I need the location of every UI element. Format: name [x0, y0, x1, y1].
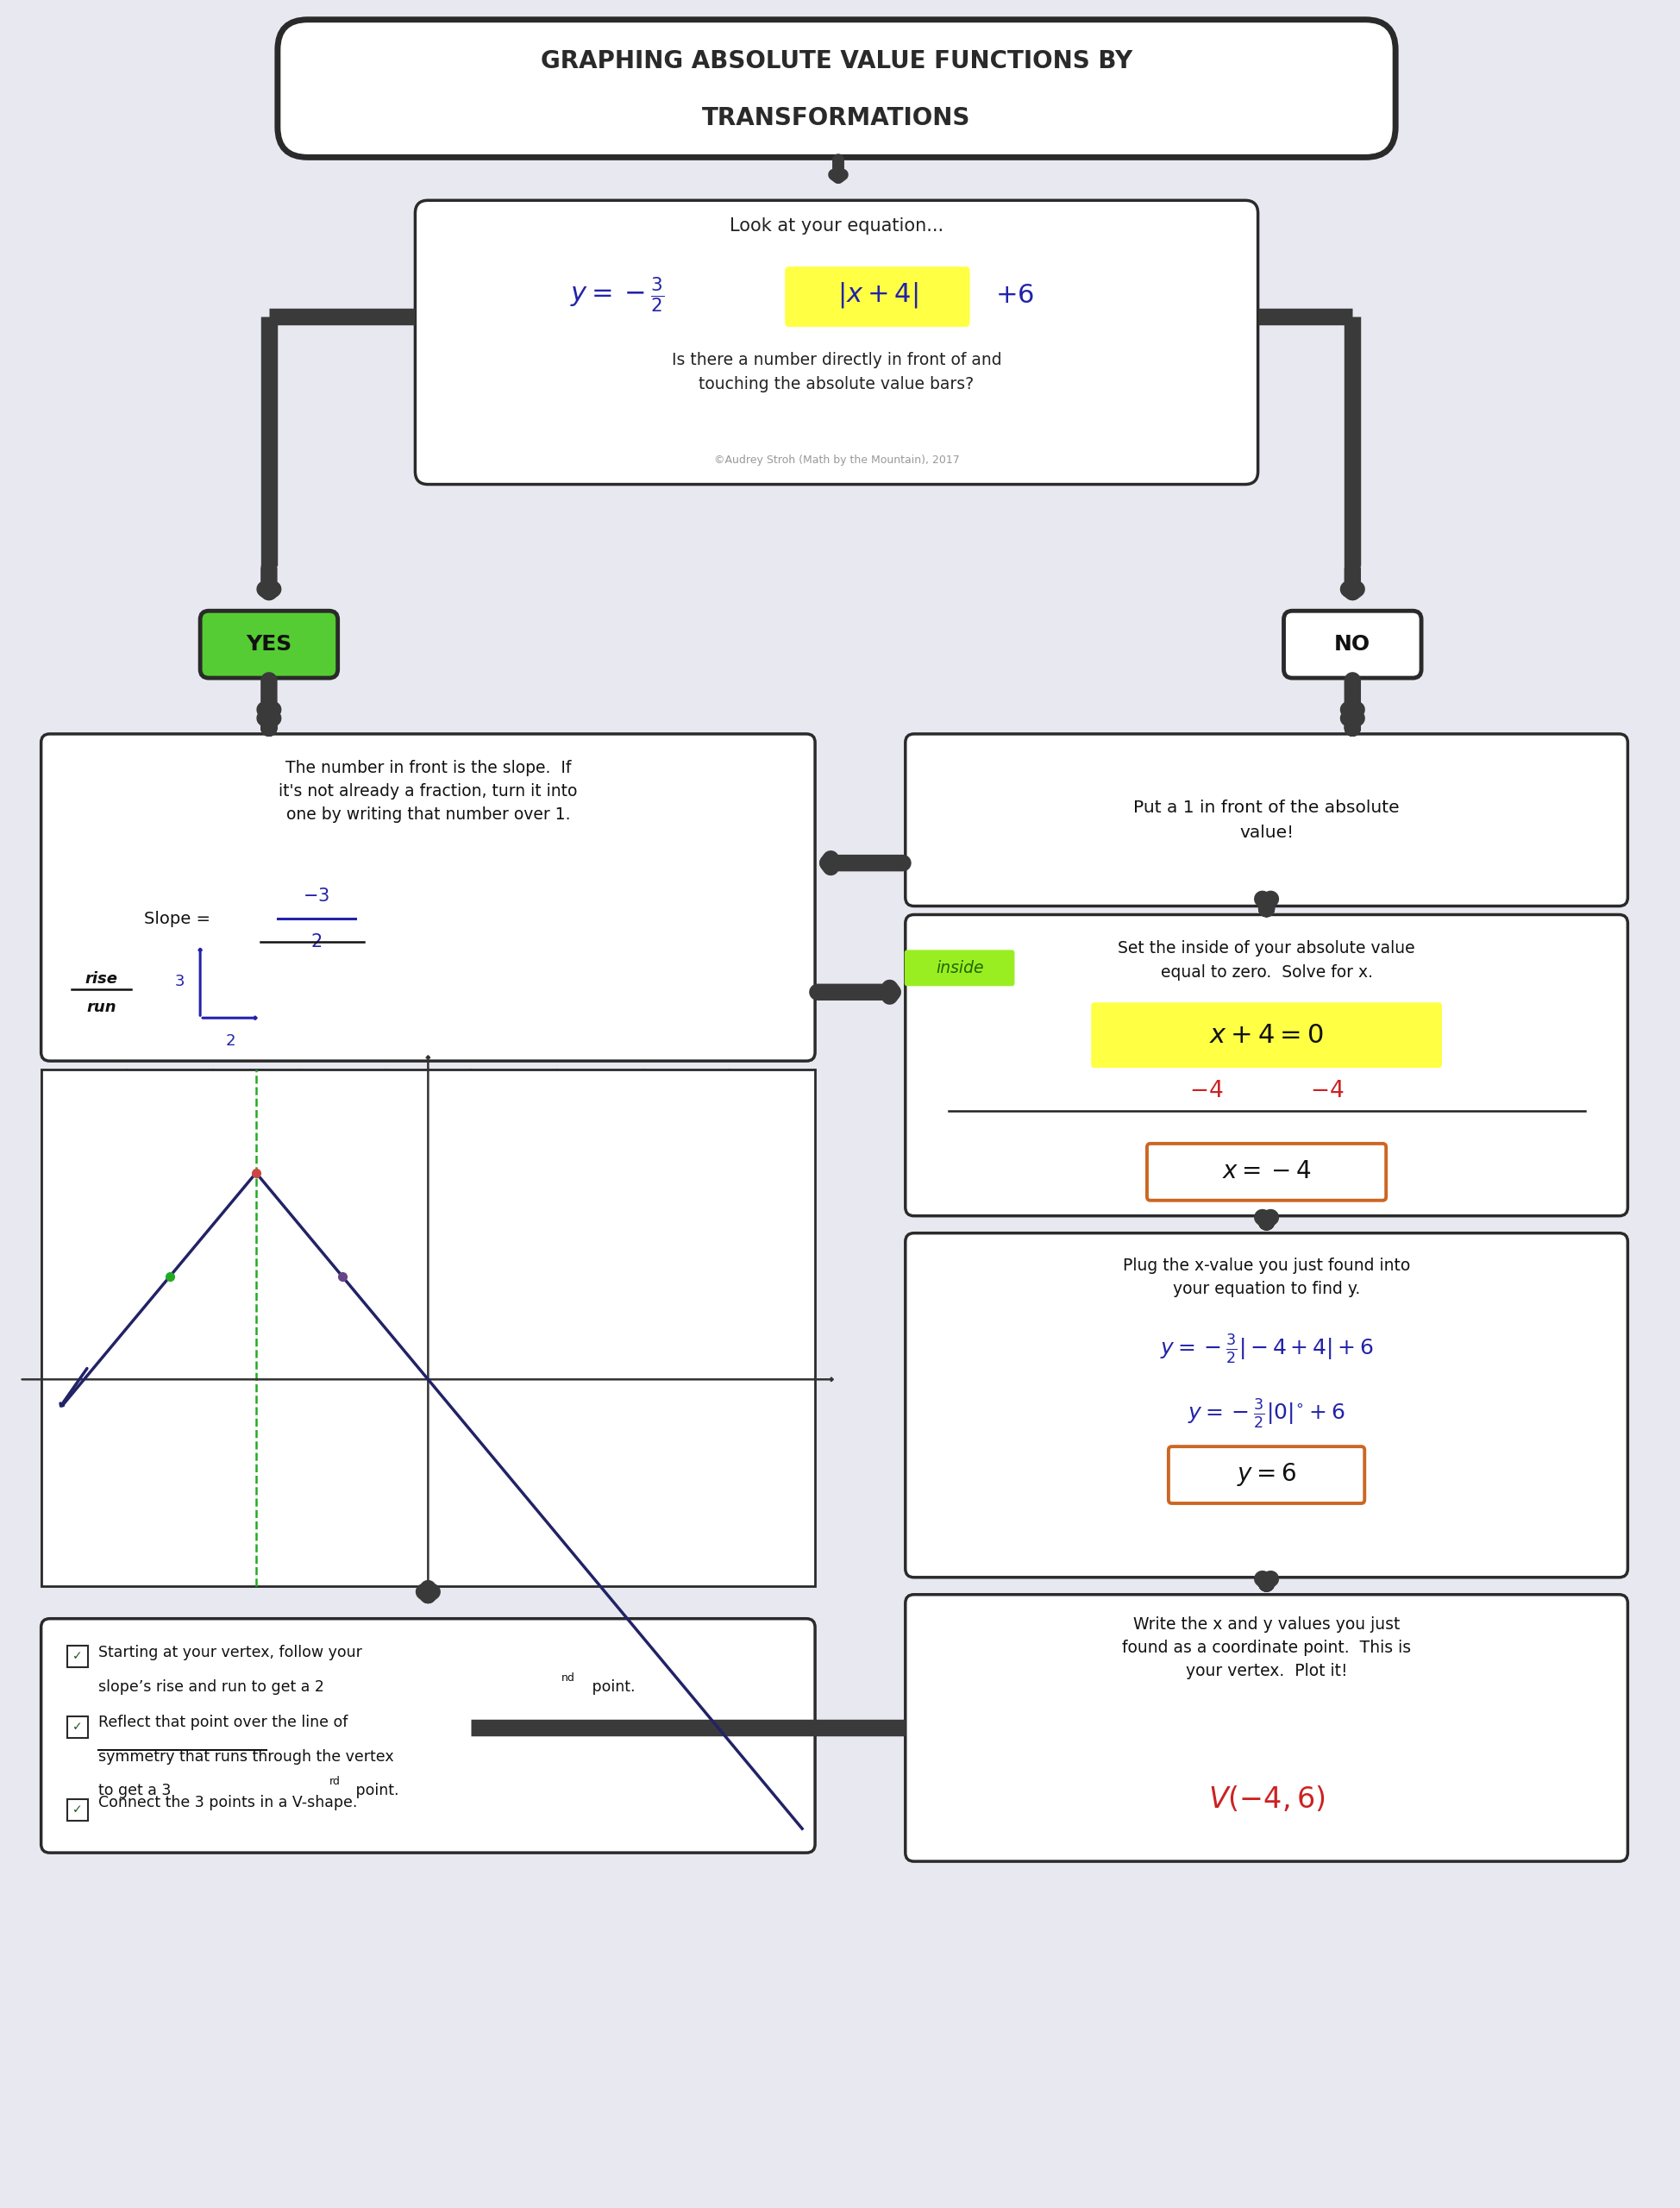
- Text: The number in front is the slope.  If
it's not already a fraction, turn it into
: The number in front is the slope. If it'…: [279, 760, 578, 824]
- Text: nd: nd: [561, 1671, 575, 1682]
- Text: $x = -4$: $x = -4$: [1221, 1159, 1310, 1183]
- FancyBboxPatch shape: [906, 733, 1628, 905]
- Text: ✓: ✓: [72, 1652, 82, 1663]
- FancyBboxPatch shape: [906, 914, 1628, 1217]
- Text: $y = -\frac{3}{2}|0|^{\circ}+6$: $y = -\frac{3}{2}|0|^{\circ}+6$: [1188, 1398, 1346, 1431]
- Text: 2: 2: [225, 1033, 235, 1049]
- FancyBboxPatch shape: [1169, 1446, 1364, 1504]
- FancyBboxPatch shape: [40, 1618, 815, 1853]
- Text: Put a 1 in front of the absolute
value!: Put a 1 in front of the absolute value!: [1134, 799, 1399, 841]
- Bar: [40, 1069, 815, 1585]
- Text: 3: 3: [175, 974, 185, 989]
- FancyBboxPatch shape: [906, 1594, 1628, 1861]
- Text: NO: NO: [1334, 634, 1371, 656]
- Text: $x + 4 = 0$: $x + 4 = 0$: [1210, 1022, 1324, 1047]
- Text: Connect the 3 points in a V-shape.: Connect the 3 points in a V-shape.: [99, 1795, 358, 1811]
- Text: point.: point.: [588, 1678, 635, 1694]
- Text: $V(-4, 6)$: $V(-4, 6)$: [1208, 1784, 1326, 1815]
- FancyBboxPatch shape: [906, 1232, 1628, 1577]
- Text: Plug the x-value you just found into
your equation to find y.: Plug the x-value you just found into you…: [1122, 1256, 1410, 1296]
- Text: Look at your equation...: Look at your equation...: [729, 219, 944, 234]
- FancyBboxPatch shape: [200, 612, 338, 678]
- Text: Starting at your vertex, follow your: Starting at your vertex, follow your: [99, 1645, 363, 1660]
- FancyBboxPatch shape: [1147, 1144, 1386, 1201]
- Text: ✓: ✓: [72, 1804, 82, 1815]
- FancyBboxPatch shape: [40, 733, 815, 1062]
- FancyBboxPatch shape: [1284, 612, 1421, 678]
- Text: inside: inside: [936, 960, 983, 976]
- Text: to get a 3: to get a 3: [99, 1784, 171, 1800]
- Text: $|x+4|$: $|x+4|$: [838, 280, 919, 309]
- Text: $-4$: $-4$: [1189, 1080, 1223, 1102]
- Text: rd: rd: [329, 1775, 341, 1786]
- FancyBboxPatch shape: [904, 949, 1015, 987]
- Bar: [67, 1800, 89, 1819]
- FancyBboxPatch shape: [415, 201, 1258, 484]
- Text: Slope =: Slope =: [144, 910, 217, 927]
- FancyBboxPatch shape: [785, 267, 969, 327]
- Bar: [67, 1645, 89, 1667]
- Text: $y = 6$: $y = 6$: [1236, 1462, 1297, 1488]
- Text: rise: rise: [86, 972, 118, 987]
- Text: symmetry that runs through the vertex: symmetry that runs through the vertex: [99, 1749, 395, 1764]
- Text: YES: YES: [245, 634, 292, 656]
- Text: ©Audrey Stroh (Math by the Mountain), 2017: ©Audrey Stroh (Math by the Mountain), 20…: [714, 455, 959, 466]
- Text: Reflect that point over the line of: Reflect that point over the line of: [99, 1716, 348, 1731]
- Text: $y = -\frac{3}{2}$: $y = -\frac{3}{2}$: [570, 276, 664, 316]
- Text: $y = -\frac{3}{2}|-4+4| + 6$: $y = -\frac{3}{2}|-4+4| + 6$: [1159, 1334, 1374, 1365]
- Text: slope’s rise and run to get a 2: slope’s rise and run to get a 2: [99, 1678, 324, 1694]
- Text: ✓: ✓: [72, 1720, 82, 1733]
- Text: Write the x and y values you just
found as a coordinate point.  This is
your ver: Write the x and y values you just found …: [1122, 1616, 1411, 1680]
- Text: $2$: $2$: [311, 934, 323, 952]
- Text: $+ 6$: $+ 6$: [996, 283, 1035, 307]
- FancyBboxPatch shape: [277, 20, 1396, 157]
- Text: $-3$: $-3$: [302, 888, 329, 905]
- Text: GRAPHING ABSOLUTE VALUE FUNCTIONS BY: GRAPHING ABSOLUTE VALUE FUNCTIONS BY: [541, 49, 1132, 73]
- Text: point.: point.: [351, 1784, 398, 1800]
- FancyBboxPatch shape: [1090, 1002, 1441, 1069]
- Text: $-4$: $-4$: [1310, 1080, 1344, 1102]
- Text: TRANSFORMATIONS: TRANSFORMATIONS: [702, 106, 971, 130]
- Text: Set the inside of your absolute value
equal to zero.  Solve for x.: Set the inside of your absolute value eq…: [1117, 941, 1415, 980]
- Text: Is there a number directly in front of and
touching the absolute value bars?: Is there a number directly in front of a…: [672, 353, 1001, 393]
- Bar: [67, 1716, 89, 1738]
- Text: run: run: [86, 1000, 116, 1016]
